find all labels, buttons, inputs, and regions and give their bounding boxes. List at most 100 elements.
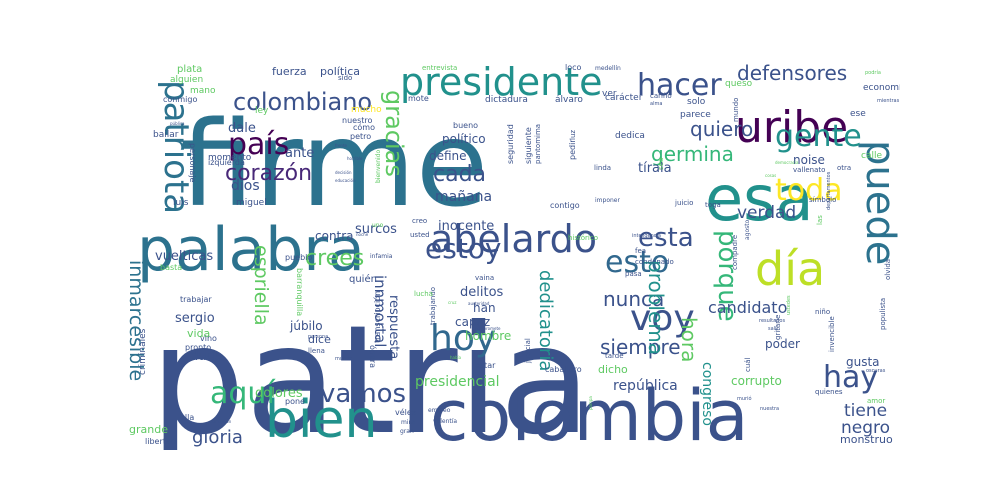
word-símbolo: símbolo — [809, 196, 836, 204]
word-educación: educación — [335, 178, 356, 183]
word-corazón: corazón — [225, 161, 312, 186]
word-ustedes: ustedes — [786, 295, 792, 315]
word-inocente: inocente — [438, 219, 494, 234]
word-toda: toda — [775, 173, 843, 208]
word-momento: momento — [208, 153, 252, 163]
word-infamia: infamia — [370, 253, 393, 260]
word-siempre: siempre — [600, 335, 681, 359]
word-han: han — [473, 301, 496, 315]
word-hay: hay — [823, 360, 878, 395]
word-bien: bien — [265, 390, 377, 450]
word-sido: sido — [338, 74, 352, 82]
word-plata: plata — [177, 64, 202, 75]
word-queso: queso — [725, 79, 753, 89]
word-espriella: espriella — [250, 245, 272, 326]
word-gloria: gloria — [192, 427, 243, 448]
word-seguridad: seguridad — [506, 124, 515, 164]
word-trabajar: trabajar — [180, 295, 212, 304]
word-capaz: capaz — [455, 315, 490, 329]
word-vaina: vaina — [475, 274, 494, 282]
word-llena: llena — [308, 347, 325, 355]
word-corrupto: corrupto — [731, 374, 782, 388]
word-fuerza: fuerza — [272, 65, 307, 78]
word-pedir: pedir — [568, 139, 577, 160]
word-quienes: quienes — [815, 388, 843, 396]
word-vida: vida — [187, 327, 210, 340]
word-entrevista: entrevista — [422, 64, 457, 72]
word-voy: voy — [630, 298, 695, 339]
word-pronto: pronto — [185, 343, 211, 352]
word-loco: loco — [565, 63, 582, 72]
word-conmigo: conmigo — [163, 95, 197, 104]
word-patria: patria — [150, 294, 591, 450]
word-poder: poder — [765, 337, 800, 351]
word-vallenato: vallenato — [793, 166, 825, 174]
word-vino: vino — [200, 334, 217, 343]
word-pantomima: pantomima — [534, 124, 542, 164]
word-porque: porque — [712, 230, 742, 322]
word-gracias: gracias — [380, 90, 408, 177]
word-decisión: decisión — [335, 170, 352, 175]
word-pasa: pasa — [625, 270, 642, 278]
word-gritarle: gritarle — [774, 315, 782, 340]
word-agosto: agosto — [744, 219, 751, 240]
word-aquí: aquí — [210, 376, 276, 411]
word-lucha: lucha — [414, 290, 433, 298]
word-grande: grande — [129, 423, 168, 436]
word-democracia: democracia — [775, 160, 799, 165]
word-transcripción: transcripción — [372, 291, 382, 343]
word-verdad: verdad — [737, 203, 796, 223]
word-las: las — [816, 215, 824, 225]
word-hora: hora — [677, 317, 701, 362]
word-quién: quién — [349, 273, 377, 285]
word-bueno: bueno — [453, 121, 478, 130]
word-dedica: dedica — [615, 131, 645, 141]
word-compadre: compadre — [731, 235, 739, 270]
word-esto: esto — [605, 245, 669, 280]
word-hombre: hombre — [465, 329, 511, 343]
word-libertad: libertad — [145, 437, 176, 446]
word-monstruo: monstruo — [840, 433, 893, 446]
word-populista: populista — [879, 298, 887, 330]
word-amor: amor — [867, 397, 885, 405]
word-frente: frente — [335, 143, 348, 148]
word-histórico: histórico — [568, 234, 598, 242]
word-contigo: contigo — [550, 201, 580, 210]
word-día: día — [755, 242, 825, 296]
word-vélez: vélez — [395, 407, 416, 417]
word-gran: gran — [400, 428, 414, 435]
word-inmarcesible: inmarcesible — [125, 260, 147, 381]
word-siguiente: siguiente — [524, 127, 533, 164]
word-mientras: mientras — [877, 98, 900, 104]
word-estar: estar — [475, 361, 496, 370]
word-mano: mano — [190, 86, 216, 96]
word-república: república — [613, 378, 678, 394]
word-bailar: bailar — [153, 130, 179, 140]
word-ella: ella — [180, 413, 194, 422]
word-quiero: quiero — [690, 117, 753, 141]
word-salir: salir — [768, 326, 779, 332]
word-firme: firme — [180, 95, 488, 233]
word-nuestra: nuestra — [760, 406, 779, 412]
word-pública: pública — [170, 121, 185, 126]
word-respuesta: respuesta — [386, 295, 401, 359]
word-tarde: tarde — [605, 352, 624, 360]
word-dictadura: dictadura — [485, 95, 528, 105]
word-uno: uno — [372, 222, 384, 229]
word-alma: alma — [650, 101, 662, 107]
word-mañana: mañana — [435, 189, 492, 205]
word-hacer: hacer — [637, 68, 722, 103]
word-petro: petro — [350, 132, 371, 141]
word-ver: ver — [602, 89, 617, 99]
word-noise: noise — [793, 153, 825, 167]
word-sergio: sergio — [175, 311, 215, 326]
word-dale: dale — [228, 121, 256, 136]
word-resultados: resultados — [759, 318, 785, 324]
word-esa: esa — [705, 162, 813, 235]
word-compromete: compromete — [475, 326, 501, 331]
word-hoy: hoy — [430, 318, 496, 359]
word-mucho: mucho — [351, 105, 382, 115]
word-presidente: presidente — [400, 60, 603, 104]
word-olvida: olvida — [884, 259, 892, 280]
word-horrible: horrible — [347, 156, 363, 161]
